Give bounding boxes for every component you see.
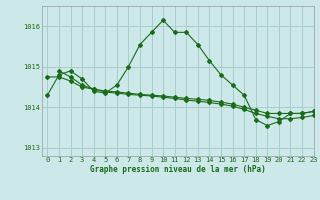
- X-axis label: Graphe pression niveau de la mer (hPa): Graphe pression niveau de la mer (hPa): [90, 165, 266, 174]
